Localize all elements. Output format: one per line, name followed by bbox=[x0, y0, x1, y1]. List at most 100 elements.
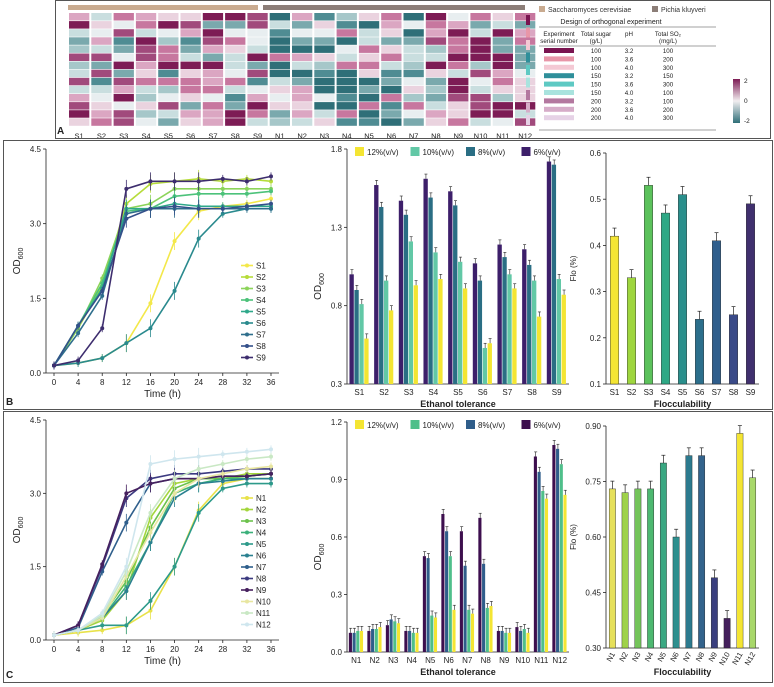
legend-swatch bbox=[521, 147, 531, 156]
heatmap-cell bbox=[515, 110, 536, 118]
bar-S8-1 bbox=[527, 264, 532, 384]
data-point bbox=[124, 216, 129, 221]
heatmap-cell bbox=[158, 37, 179, 45]
growth-line-S9 bbox=[53, 175, 272, 367]
data-point bbox=[124, 564, 129, 569]
bar-S7-3 bbox=[512, 288, 517, 384]
heatmap-cell bbox=[448, 110, 469, 118]
legend-swatch bbox=[466, 147, 475, 156]
x-tick-label: 28 bbox=[218, 378, 227, 387]
y-tick-label: 0.6 bbox=[590, 149, 602, 158]
data-point bbox=[244, 474, 249, 479]
heatmap-cell bbox=[358, 94, 380, 102]
heatmap-cell bbox=[403, 94, 424, 102]
legend-label: N7 bbox=[256, 563, 267, 572]
heatmap-cell bbox=[381, 13, 402, 21]
growth-line-S5 bbox=[53, 202, 271, 366]
data-point bbox=[100, 293, 105, 298]
legend-marker bbox=[245, 263, 249, 268]
row-annotation-swatch bbox=[526, 15, 530, 25]
table-cell: 300 bbox=[663, 115, 674, 122]
heatmap-cell bbox=[492, 69, 513, 78]
heatmap-cell bbox=[358, 69, 380, 78]
table-cell: 4.0 bbox=[625, 90, 634, 97]
heatmap-col-label: N7 bbox=[409, 131, 419, 138]
x-tick-label: 4 bbox=[76, 378, 81, 387]
heatmap-cell bbox=[69, 21, 90, 29]
heatmap-cell bbox=[135, 45, 157, 53]
heatmap-cell bbox=[91, 85, 112, 94]
floc-bar-N7 bbox=[685, 455, 693, 649]
heatmap-cell bbox=[180, 94, 201, 102]
heatmap-cell bbox=[336, 53, 357, 61]
panel-a: Saccharomyces cerevisiae Pichia kluyveri S… bbox=[55, 0, 771, 140]
table-header: Total sugar bbox=[581, 31, 611, 38]
growth-line-N9 bbox=[53, 472, 272, 636]
data-point bbox=[148, 540, 153, 545]
x-tick-label: S6 bbox=[478, 388, 488, 397]
legend-marker bbox=[245, 309, 249, 314]
table-cell: 4.0 bbox=[625, 115, 634, 122]
x-tick-label: S8 bbox=[729, 388, 739, 397]
heatmap-cell bbox=[91, 45, 112, 53]
data-point bbox=[100, 326, 105, 331]
growth-line-N7 bbox=[53, 472, 272, 636]
bar-S8-2 bbox=[532, 280, 537, 384]
heatmap-cell bbox=[292, 13, 313, 21]
y-axis-label: Flo (%) bbox=[569, 255, 578, 281]
bar-N4-0 bbox=[404, 630, 408, 652]
heatmap-cell bbox=[113, 102, 134, 110]
heatmap-cell bbox=[314, 102, 335, 110]
heatmap-cell bbox=[292, 29, 313, 37]
bar-S2-0 bbox=[374, 185, 379, 384]
heatmap-cell bbox=[336, 118, 357, 126]
data-point bbox=[244, 204, 249, 209]
heatmap-col-label: N5 bbox=[364, 131, 374, 138]
y-tick-label: 1.3 bbox=[331, 223, 343, 232]
heatmap-cell bbox=[358, 85, 380, 94]
heatmap-cell bbox=[269, 94, 290, 102]
heatmap-cell bbox=[91, 13, 112, 21]
heatmap-cell bbox=[492, 110, 513, 118]
heatmap-cell bbox=[158, 53, 179, 61]
bar-N11-3 bbox=[544, 498, 549, 652]
heatmap-cell bbox=[69, 29, 90, 37]
floc-bar-N5 bbox=[659, 462, 667, 649]
panel-b-svg: 0.0 1.5 3.0 4.5 0 4 8 12 16 20 24 28 32 36 S1 S2 S3 S4 S5 S… bbox=[6, 145, 759, 409]
legend-pk-text: Pichia kluyveri bbox=[661, 7, 706, 14]
table-row-color bbox=[544, 48, 574, 53]
heatmap-cell bbox=[225, 37, 246, 45]
x-tick-label: S9 bbox=[552, 388, 562, 397]
data-point bbox=[220, 452, 225, 457]
heatmap-cell bbox=[336, 85, 357, 94]
heatmap-col-label: S5 bbox=[164, 131, 173, 138]
x-tick-label: 0 bbox=[52, 645, 57, 654]
bar-S9-1 bbox=[551, 164, 557, 384]
legend-marker bbox=[245, 599, 249, 604]
heatmap-cell bbox=[135, 21, 157, 29]
heatmap-cell bbox=[247, 102, 268, 110]
heatmap-cell bbox=[425, 29, 447, 37]
data-point bbox=[220, 211, 225, 216]
x-axis-label: Flocculability bbox=[654, 399, 712, 409]
heatmap-cell bbox=[336, 102, 357, 110]
bar-N12-2 bbox=[559, 464, 563, 652]
panel-b: 0.0 1.5 3.0 4.5 0 4 8 12 16 20 24 28 32 36 S1 S2 S3 S4 S5 S… bbox=[3, 140, 773, 410]
bar-N12-3 bbox=[563, 494, 567, 652]
floc-bar-N9 bbox=[710, 577, 718, 649]
legend-marker bbox=[245, 622, 249, 627]
group-bar-pk bbox=[263, 5, 525, 10]
heatmap-cell bbox=[269, 69, 290, 78]
heatmap-cell bbox=[425, 45, 447, 53]
growth-line-N3 bbox=[53, 472, 272, 636]
y-tick-label: 0.0 bbox=[331, 648, 343, 657]
data-point bbox=[269, 464, 273, 469]
x-tick-label: N7 bbox=[681, 651, 694, 664]
data-point bbox=[269, 174, 273, 179]
y-tick-label: 0.45 bbox=[585, 589, 601, 598]
panel-a-svg: Saccharomyces cerevisiae Pichia kluyveri S… bbox=[57, 5, 750, 140]
table-cell: 100 bbox=[591, 65, 602, 72]
panel-c-svg: 0.01.53.04.50 4 8 12 16 20 24 28 32 36N1N2N3N4N5N… bbox=[6, 416, 759, 681]
heatmap-cell bbox=[91, 21, 112, 29]
heatmap-cell bbox=[381, 53, 402, 61]
